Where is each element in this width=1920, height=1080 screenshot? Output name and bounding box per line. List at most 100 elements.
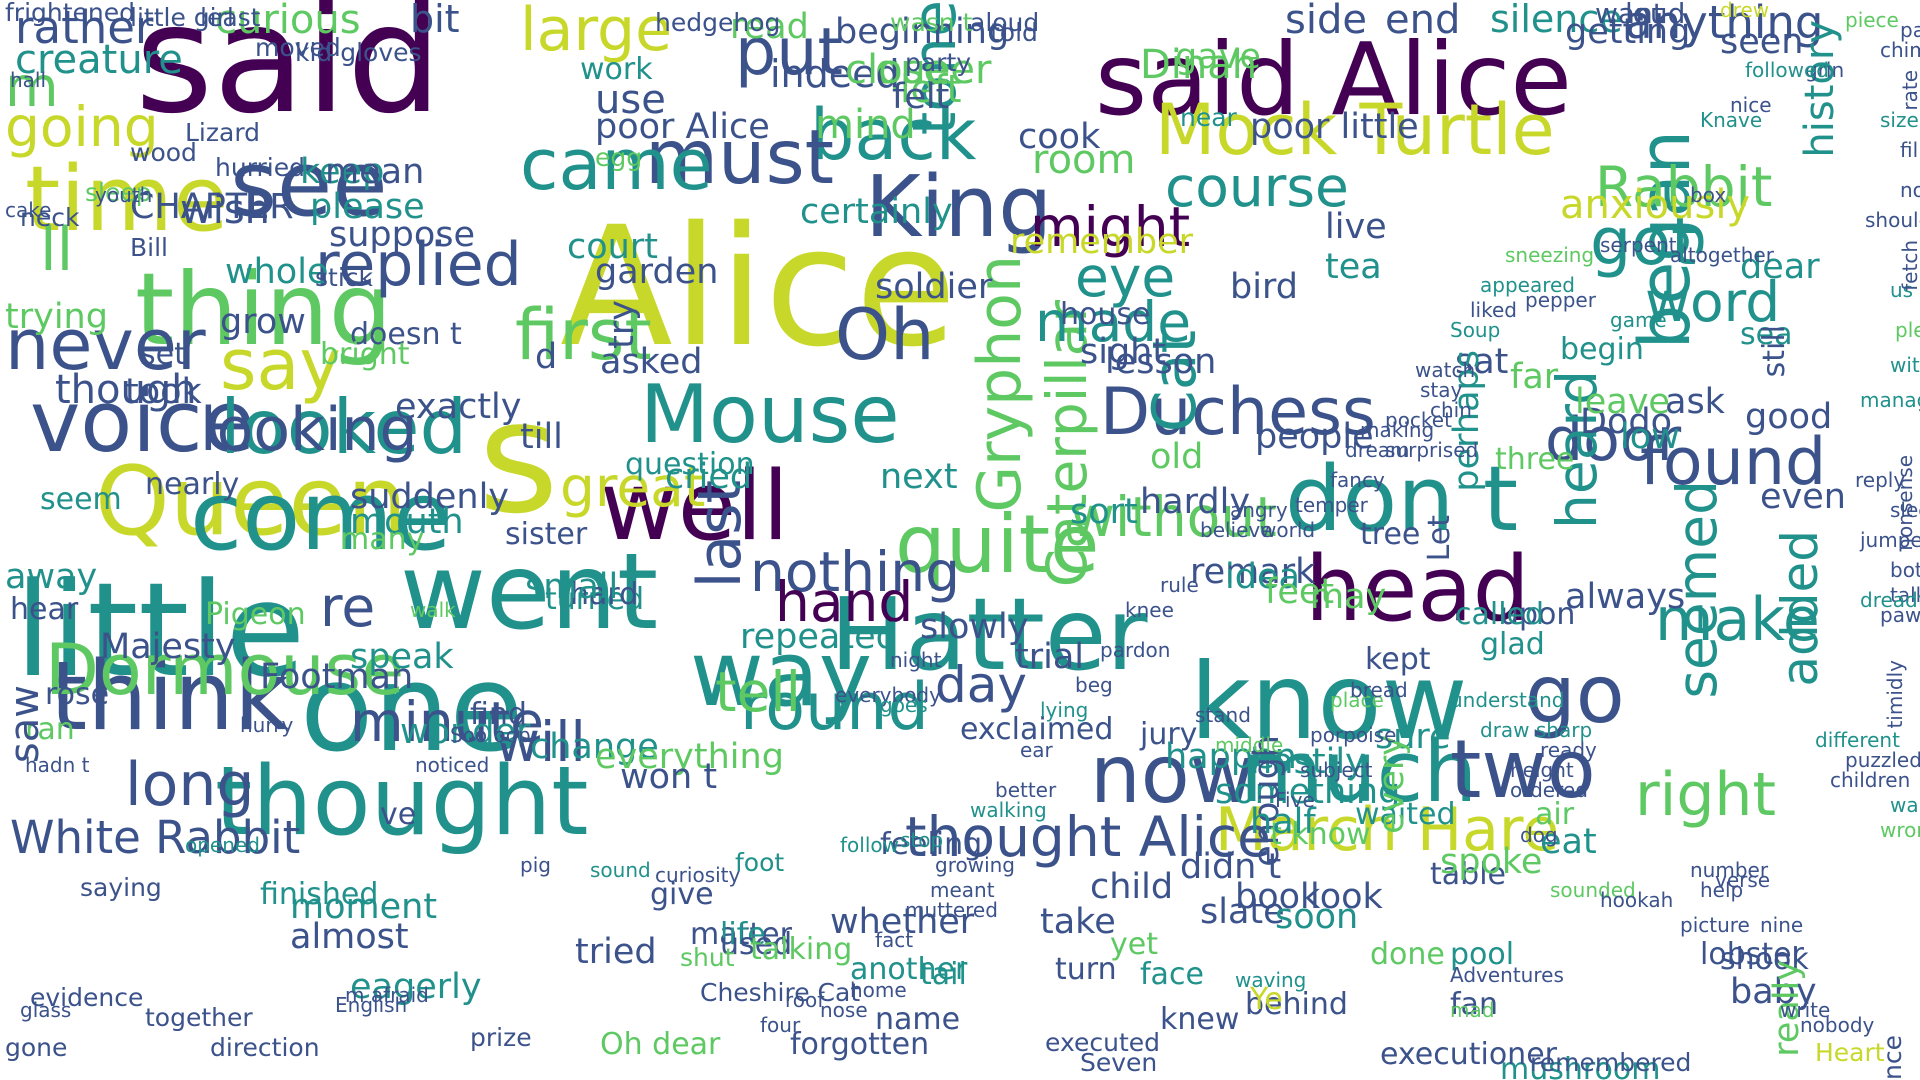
cloud-word: trial [1015,637,1085,677]
cloud-word: whole [225,252,329,292]
cloud-word: look [1310,877,1383,917]
cloud-word: better [995,778,1057,802]
cloud-word: ve [380,797,417,832]
cloud-word: sound [590,858,651,882]
cloud-word: different [1815,728,1900,752]
cloud-word: eat [1540,822,1597,862]
cloud-word: without [1070,485,1277,549]
cloud-word: sight [1080,332,1167,372]
cloud-word: puzzled [1845,748,1920,772]
cloud-word: indeed [770,52,900,96]
cloud-word: ll [40,215,74,285]
cloud-word: baby [1730,972,1817,1012]
cloud-word: shook [1720,942,1809,977]
cloud-word: executed [1045,1028,1160,1057]
cloud-word: knee [1125,598,1174,622]
cloud-word: fact [875,928,914,952]
cloud-word: walking [970,798,1047,822]
cloud-word: thing [135,251,393,368]
cloud-word: evidence [30,983,144,1012]
cloud-word: table [1430,857,1506,892]
cloud-word: upon [1500,597,1576,632]
cloud-word: youth [95,183,153,207]
cloud-word: book [1235,877,1321,917]
cloud-word: picture [1680,913,1750,937]
cloud-word: ran [25,712,75,747]
cloud-word: angry [1230,498,1288,522]
cloud-word: lying [1040,698,1089,722]
cloud-word: Soup [1450,318,1501,342]
cloud-word: soon [1275,897,1359,937]
cloud-word: thought Alice [905,805,1272,869]
cloud-word: keep [300,152,385,192]
cloud-word: two [1450,723,1596,816]
cloud-word: manage [1860,388,1920,412]
cloud-word: far [1510,357,1559,397]
cloud-word: people [1255,417,1374,457]
cloud-word: hand [775,570,914,634]
cloud-word: must [645,113,835,201]
cloud-word: Duchess [1100,375,1376,450]
cloud-word: forgotten [790,1027,930,1062]
cloud-word: height [1510,758,1574,782]
cloud-word: home [850,978,907,1002]
cloud-word: getting [1565,12,1691,52]
cloud-word: begin [1560,332,1644,367]
cloud-word: s [478,367,559,548]
cloud-word: followed [1745,58,1829,82]
cloud-word: everything [595,737,784,777]
cloud-word: history [1797,20,1843,158]
cloud-word: ear [1020,738,1053,762]
cloud-word: back [810,94,977,176]
cloud-word: tried [575,932,657,972]
cloud-word: moment [290,887,438,927]
cloud-word: good [1745,397,1833,437]
cloud-word: remember [1010,222,1194,262]
cloud-word: suddenly [350,477,510,517]
cloud-word: won t [620,757,718,797]
cloud-word: d [535,337,558,377]
cloud-word: doesn t [350,317,462,352]
cloud-word: White Rabbit [10,811,301,864]
cloud-word: suppose [329,215,476,255]
cloud-word: rather [15,1,154,54]
cloud-word: stand [1195,703,1251,727]
cloud-word: verse [1715,868,1771,892]
cloud-word: child [1090,867,1174,907]
cloud-word: went [400,531,659,653]
cloud-word: take [1040,902,1116,942]
cloud-word: told [990,18,1038,47]
cloud-word: course [1165,155,1349,219]
cloud-word: poor little [1250,107,1419,147]
cloud-word: growing [935,853,1015,877]
cloud-word: night [890,648,942,672]
cloud-word: finished [260,877,379,912]
cloud-word: one [300,640,524,779]
cloud-word: even [1760,477,1846,517]
cloud-word: exclaimed [960,712,1114,747]
cloud-word: live [1325,207,1387,247]
cloud-word: reply [1855,468,1906,492]
cloud-word: long [125,750,255,820]
cloud-word: took [125,372,202,412]
cloud-word: beginning [835,12,1010,52]
cloud-word: goes [880,693,928,717]
cloud-word: till [520,417,563,457]
cloud-word: made [1035,290,1192,354]
cloud-word: looking [200,395,418,465]
cloud-word: pocket [1385,408,1452,432]
cloud-word: cook [1018,117,1101,157]
cloud-word: t know [1270,817,1371,852]
cloud-word: mind [815,102,916,148]
cloud-word: three [1495,442,1575,477]
cloud-word: Soo oop [450,723,531,747]
cloud-word: stop [900,828,944,852]
cloud-word: never [5,304,206,386]
cloud-word: mean [325,152,425,192]
cloud-word: tell [715,660,801,724]
cloud-word: prize [470,1023,532,1052]
cloud-word: said [135,0,442,147]
cloud-word: matter [690,917,792,952]
cloud-word: making [1360,418,1435,442]
cloud-word: grin [1805,58,1845,82]
